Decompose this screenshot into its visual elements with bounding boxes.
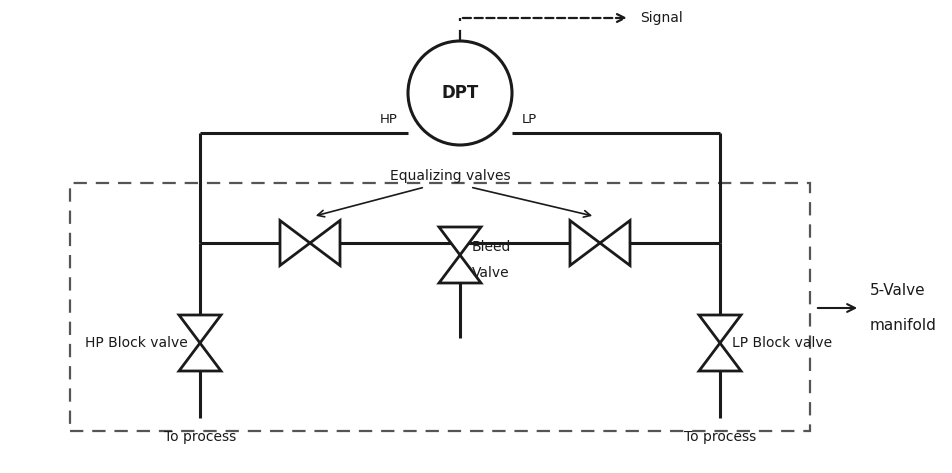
Polygon shape (179, 315, 221, 343)
Polygon shape (569, 220, 600, 265)
Text: HP Block valve: HP Block valve (85, 336, 188, 350)
Polygon shape (698, 315, 741, 343)
Text: manifold: manifold (869, 318, 936, 333)
Text: LP: LP (522, 113, 537, 126)
Text: To process: To process (164, 430, 236, 444)
Circle shape (407, 41, 511, 145)
Polygon shape (280, 220, 309, 265)
Text: DPT: DPT (441, 84, 478, 102)
Polygon shape (439, 255, 481, 283)
Text: Valve: Valve (471, 266, 509, 280)
Text: Signal: Signal (640, 11, 682, 25)
Text: Equalizing valves: Equalizing valves (389, 169, 509, 183)
Text: 5-Valve: 5-Valve (869, 282, 924, 298)
Polygon shape (698, 343, 741, 371)
Polygon shape (600, 220, 629, 265)
Text: To process: To process (684, 430, 755, 444)
Polygon shape (439, 227, 481, 255)
Text: HP: HP (380, 113, 398, 126)
Polygon shape (179, 343, 221, 371)
Text: LP Block valve: LP Block valve (731, 336, 831, 350)
Text: Bleed: Bleed (471, 240, 511, 254)
Bar (69, 183, 809, 431)
Polygon shape (309, 220, 340, 265)
